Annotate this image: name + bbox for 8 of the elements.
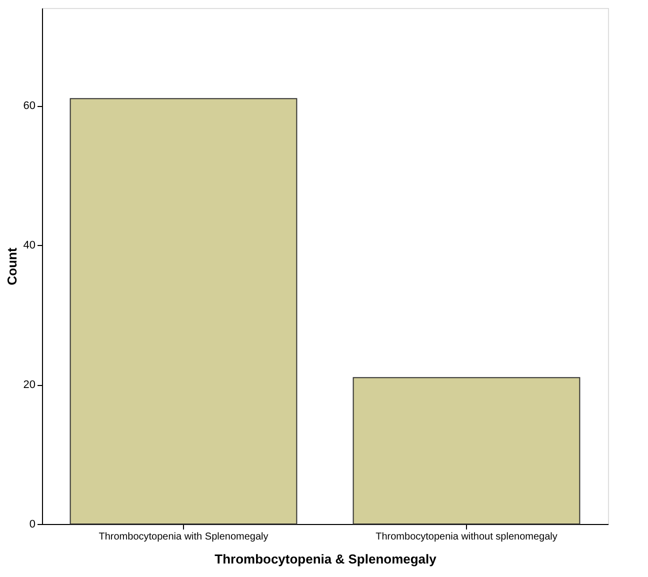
x-tick-label: Thrombocytopenia without splenomegaly xyxy=(376,532,558,542)
y-tick-label: 60 xyxy=(23,100,36,112)
y-tick-label: 20 xyxy=(23,379,36,392)
y-axis-title: Count xyxy=(4,247,20,286)
y-tick-label: 0 xyxy=(29,518,36,530)
x-axis-title: Thrombocytopenia & Splenomegaly xyxy=(214,552,438,566)
y-tick-label: 40 xyxy=(23,240,36,252)
x-tick-label: Thrombocytopenia with Splenomegaly xyxy=(98,532,268,542)
